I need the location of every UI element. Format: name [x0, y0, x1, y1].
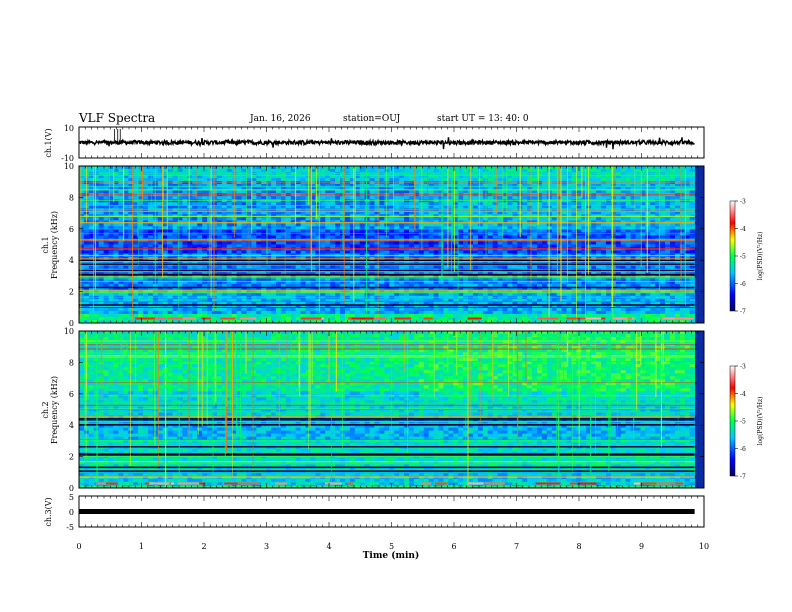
x-tick-label: 7: [514, 542, 519, 551]
x-tick-label: 1: [139, 542, 144, 551]
colorbar-tick-label: -6: [740, 446, 746, 453]
freq-tick-label: 0: [69, 484, 74, 493]
colorbar-tick-label: -6: [740, 281, 746, 288]
colorbar-tick-label: -3: [740, 364, 746, 371]
ch1-spectrogram-panel: 0 2 4 6 8 10 ch.1 Frequency (kHz): [41, 162, 705, 328]
ch3-ytick-top: 5: [69, 493, 74, 502]
freq-tick-label: 2: [69, 288, 74, 297]
start-time-label: start UT = 13: 40: 0: [437, 114, 529, 124]
ch2-spectrogram-image: [79, 331, 696, 489]
ch3-ytick-middle: 0: [69, 508, 74, 517]
freq-tick-label: 10: [64, 162, 74, 171]
x-tick-label: 9: [639, 542, 644, 551]
ch2-spec-ylabel-channel: ch.2: [41, 401, 50, 418]
ch1-ytick-bottom: -10: [61, 154, 74, 163]
colorbar-tick-label: -4: [740, 226, 746, 233]
x-tick-label: 10: [699, 542, 709, 551]
ch1-colorbar-label: log(PSD)(V²/Hz): [757, 232, 764, 281]
freq-tick-label: 8: [69, 358, 74, 367]
freq-tick-label: 10: [64, 327, 74, 336]
ch1-waveform-line: [78, 137, 695, 150]
freq-tick-label: 4: [69, 256, 74, 265]
colorbar-tick-label: -5: [740, 254, 746, 261]
x-axis-tick-labels: 0 1 2 3 4 5 6 7 8 9 10: [76, 542, 709, 551]
station-label: station=OUJ: [343, 114, 401, 124]
freq-tick-label: 2: [69, 453, 74, 462]
date-label: Jan. 16, 2026: [250, 114, 311, 124]
freq-tick-label: 8: [69, 193, 74, 202]
ch3-waveform-panel: 5 0 -5 ch.3(V): [44, 493, 705, 532]
colorbar-tick-label: -5: [740, 419, 746, 426]
ch1-spectrogram-image: [79, 166, 696, 324]
x-tick-label: 2: [201, 542, 206, 551]
ch2-colorbar: -3 -4 -5 -6 -7 log(PSD)(V²/Hz): [729, 364, 764, 481]
x-axis-label: Time (min): [363, 550, 420, 561]
ch3-ylabel: ch.3(V): [44, 497, 53, 526]
ch1-waveform-panel: 10 -10 ch.1(V): [44, 124, 705, 163]
ch2-colorbar-label: log(PSD)(V²/Hz): [757, 397, 764, 446]
x-tick-label: 4: [326, 542, 331, 551]
colorbar-tick-label: -7: [740, 309, 746, 316]
x-tick-label: 5: [389, 542, 394, 551]
ch1-ylabel: ch.1(V): [44, 128, 53, 157]
ch1-spec-ylabel-channel: ch.1: [41, 236, 50, 253]
figure-title: VLF Spectra: [79, 111, 156, 125]
freq-tick-label: 6: [69, 390, 74, 399]
ch1-ytick-top: 10: [64, 124, 74, 133]
x-tick-label: 0: [76, 542, 81, 551]
ch1-colorbar: -3 -4 -5 -6 -7 log(PSD)(V²/Hz): [729, 199, 764, 316]
x-tick-label: 3: [264, 542, 269, 551]
x-tick-label: 6: [451, 542, 456, 551]
freq-tick-label: 0: [69, 319, 74, 328]
freq-tick-label: 4: [69, 421, 74, 430]
ch2-spec-ylabel-frequency: Frequency (kHz): [50, 376, 59, 444]
x-tick-label: 8: [576, 542, 581, 551]
ch3-ytick-bottom: -5: [66, 523, 74, 532]
colorbar-tick-label: -4: [740, 391, 746, 398]
colorbar-tick-label: -7: [740, 474, 746, 481]
ch1-spec-ylabel-frequency: Frequency (kHz): [50, 211, 59, 279]
freq-tick-label: 6: [69, 225, 74, 234]
colorbar-tick-label: -3: [740, 199, 746, 206]
ch2-spectrogram-panel: 0 2 4 6 8 10 ch.2 Frequency (kHz): [41, 327, 705, 493]
ch3-waveform-line: [79, 509, 695, 514]
